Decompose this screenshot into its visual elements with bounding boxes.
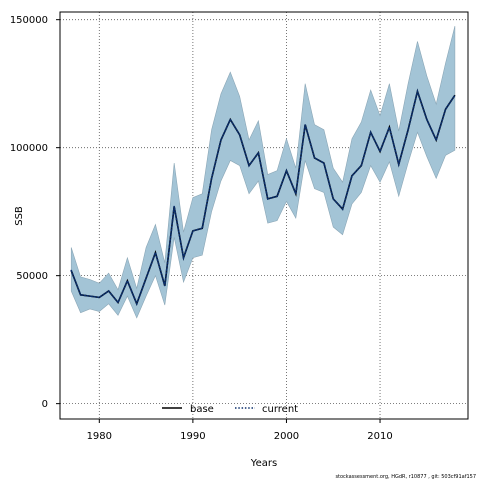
- footer-credit: stockassessment.org, HGdR, r10877 , git:…: [335, 474, 476, 480]
- y-tick-label-150000: 150000: [10, 15, 48, 26]
- x-tick-label-2010: 2010: [367, 431, 392, 442]
- legend-base-label: base: [190, 404, 214, 415]
- legend-current-label: current: [262, 404, 298, 415]
- y-tick-label-100000: 100000: [10, 143, 48, 154]
- x-tick-label-1980: 1980: [87, 431, 112, 442]
- x-tick-label-1990: 1990: [180, 431, 205, 442]
- y-tick-label-50000: 50000: [16, 271, 48, 282]
- x-tick-label-2000: 2000: [274, 431, 299, 442]
- y-axis-title: SSB: [14, 206, 25, 226]
- legend: base current: [162, 404, 298, 415]
- y-tick-label-0: 0: [42, 399, 48, 410]
- x-axis-title: Years: [250, 458, 277, 469]
- series-lines: [70, 88, 456, 307]
- plot-frame: [59, 11, 469, 420]
- axis-ticks: 1980 1990 2000 2010 0 50000 100000 150000: [10, 15, 393, 442]
- series-line-current: [70, 88, 456, 307]
